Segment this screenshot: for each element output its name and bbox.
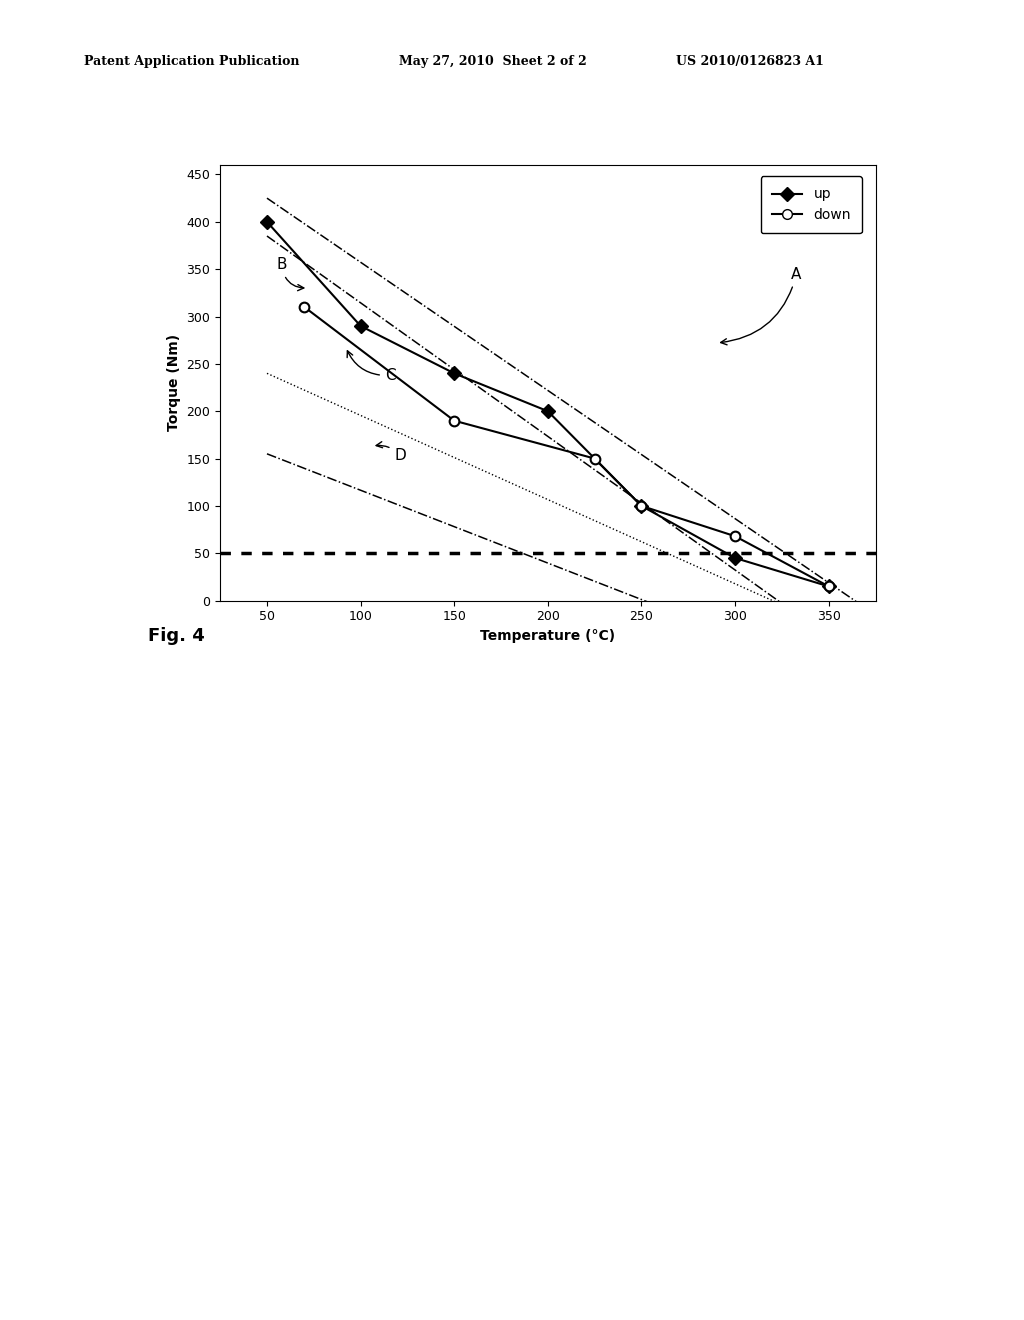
Text: May 27, 2010  Sheet 2 of 2: May 27, 2010 Sheet 2 of 2 bbox=[399, 55, 587, 69]
up bbox=[449, 366, 461, 381]
up bbox=[729, 550, 741, 566]
down bbox=[635, 498, 647, 513]
down bbox=[822, 578, 835, 594]
up bbox=[354, 318, 367, 334]
X-axis label: Temperature (°C): Temperature (°C) bbox=[480, 628, 615, 643]
Text: C: C bbox=[347, 351, 395, 383]
down bbox=[729, 528, 741, 544]
down bbox=[449, 413, 461, 429]
down bbox=[298, 300, 310, 315]
Text: B: B bbox=[276, 257, 304, 290]
Text: Fig. 4: Fig. 4 bbox=[148, 627, 205, 645]
Text: A: A bbox=[721, 267, 802, 345]
Line: up: up bbox=[262, 216, 834, 591]
up bbox=[261, 214, 273, 230]
Text: US 2010/0126823 A1: US 2010/0126823 A1 bbox=[676, 55, 823, 69]
Line: down: down bbox=[300, 302, 834, 591]
Text: Patent Application Publication: Patent Application Publication bbox=[84, 55, 299, 69]
down bbox=[589, 450, 601, 466]
up bbox=[542, 404, 554, 420]
Y-axis label: Torque (Nm): Torque (Nm) bbox=[167, 334, 181, 432]
up bbox=[822, 578, 835, 594]
up bbox=[635, 498, 647, 513]
Legend: up, down: up, down bbox=[761, 177, 862, 234]
Text: D: D bbox=[376, 442, 407, 463]
